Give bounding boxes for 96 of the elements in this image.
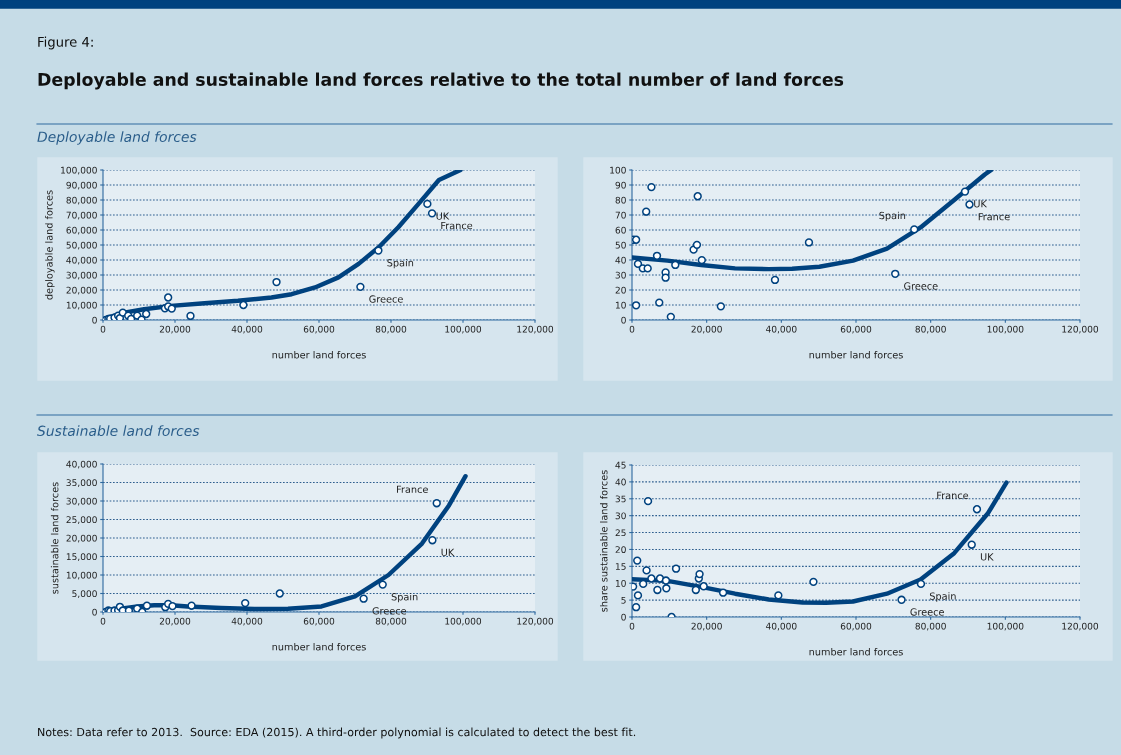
x-tick-label: 60,000 <box>840 325 872 334</box>
y-tick-label: 100 <box>610 166 626 174</box>
x-axis-title: number land forces <box>809 350 903 359</box>
y-tick-label: 15 <box>615 563 626 570</box>
annotation: Spain <box>879 211 906 222</box>
y-tick-label: 90 <box>615 181 626 189</box>
x-tick-label: 40,000 <box>765 622 797 631</box>
y-axis-title: deployable land forces <box>45 190 55 300</box>
x-tick-label: 100,000 <box>445 617 482 626</box>
chart-subtitle: Sustainable land forces <box>37 425 200 437</box>
y-tick-label: 35,000 <box>66 479 97 487</box>
x-tick-label: 0 <box>629 325 635 333</box>
annotation: Greece <box>369 295 403 303</box>
x-tick-label: 100,000 <box>987 622 1024 631</box>
y-tick-label: 20,000 <box>66 286 97 295</box>
y-tick-label: 30,000 <box>66 497 97 506</box>
x-tick-label: 80,000 <box>375 325 407 334</box>
y-tick-label: 45 <box>615 461 626 469</box>
x-tick-label: 80,000 <box>915 325 946 334</box>
x-tick-label: 120,000 <box>517 325 554 334</box>
annotation: Greece <box>372 607 407 615</box>
x-tick-label: 100,000 <box>987 325 1024 334</box>
x-tick-label: 20,000 <box>691 325 722 334</box>
x-tick-label: 120,000 <box>1062 325 1099 334</box>
y-tick-label: 80 <box>615 196 626 204</box>
annotation: UK <box>441 548 455 557</box>
x-tick-label: 120,000 <box>517 617 554 626</box>
y-tick-label: 10 <box>615 579 626 587</box>
annotation: France <box>397 485 428 493</box>
y-tick-label: 5 <box>621 596 626 604</box>
annotation: UK <box>974 200 988 208</box>
caption: Figure 4: <box>38 36 93 50</box>
x-tick-label: 100,000 <box>445 325 482 334</box>
y-tick-label: 90,000 <box>66 181 97 190</box>
y-tick-label: 25,000 <box>66 516 97 524</box>
annotation: UK <box>436 212 450 220</box>
y-tick-label: 40 <box>615 478 626 486</box>
chart-title: Deployable and sustainable land forces relative to the total number of land forces <box>38 72 844 90</box>
annotation: France <box>978 213 1010 221</box>
y-axis-title: share sustainable land forces <box>599 470 608 612</box>
x-axis-title: number land forces <box>272 642 366 651</box>
x-tick-label: 80,000 <box>375 617 407 626</box>
annotation: Greece <box>910 608 944 616</box>
y-tick-label: 50 <box>615 241 626 249</box>
y-tick-label: 25 <box>615 529 626 537</box>
x-tick-label: 40,000 <box>765 325 797 334</box>
y-tick-label: 0 <box>92 316 97 324</box>
y-tick-label: 20 <box>615 286 626 294</box>
x-axis-title: number land forces <box>809 647 903 656</box>
x-tick-label: 40,000 <box>231 617 263 626</box>
x-axis-title: number land forces <box>272 350 366 359</box>
annotation: Spain <box>387 258 414 269</box>
annotation: Spain <box>929 592 956 602</box>
y-tick-label: 20 <box>615 546 626 553</box>
y-tick-label: 30,000 <box>66 271 97 280</box>
x-tick-label: 60,000 <box>303 617 335 626</box>
y-tick-label: 100,000 <box>61 166 97 175</box>
y-tick-label: 30 <box>615 271 626 279</box>
y-tick-label: 5,000 <box>72 590 97 598</box>
x-tick-label: 20,000 <box>691 622 722 631</box>
y-tick-label: 35 <box>615 495 626 503</box>
y-tick-label: 40,000 <box>66 460 97 469</box>
annotation: France <box>441 221 473 230</box>
x-tick-label: 0 <box>629 622 635 630</box>
x-tick-label: 80,000 <box>915 622 946 631</box>
y-tick-label: 0 <box>92 608 97 616</box>
x-tick-label: 0 <box>100 325 106 333</box>
y-tick-label: 50,000 <box>66 241 97 250</box>
y-tick-label: 40,000 <box>66 256 97 265</box>
y-tick-label: 10,000 <box>66 571 97 580</box>
y-axis-title: sustainable land forces <box>50 482 59 594</box>
x-tick-label: 20,000 <box>159 617 191 626</box>
x-tick-label: 120,000 <box>1062 622 1099 631</box>
y-tick-label: 70,000 <box>66 211 97 220</box>
annotation: Spain <box>391 592 418 603</box>
annotation: France <box>937 491 969 500</box>
annotation: UK <box>980 553 994 561</box>
y-tick-label: 40 <box>615 256 626 264</box>
y-tick-label: 30 <box>615 512 626 520</box>
y-tick-label: 60 <box>615 226 626 234</box>
x-tick-label: 20,000 <box>159 325 191 334</box>
y-tick-label: 70 <box>615 211 626 219</box>
y-tick-label: 15,000 <box>66 553 97 561</box>
x-tick-label: 40,000 <box>231 325 263 334</box>
y-tick-label: 80,000 <box>66 196 97 205</box>
chart-subtitle: Deployable land forces <box>37 131 197 145</box>
y-tick-label: 60,000 <box>66 226 97 235</box>
y-tick-label: 20,000 <box>66 534 97 543</box>
y-tick-label: 0 <box>621 316 626 324</box>
x-tick-label: 0 <box>100 617 106 625</box>
annotation: Greece <box>904 282 938 290</box>
y-tick-label: 10,000 <box>66 301 97 310</box>
x-tick-label: 60,000 <box>303 325 335 334</box>
y-tick-label: 10 <box>615 301 626 309</box>
x-tick-label: 60,000 <box>840 622 872 631</box>
text: Notes: Data refer to 2013. Source: EDA (2015). A third-order polynomial is calculated to detect the best fit. <box>38 727 636 739</box>
